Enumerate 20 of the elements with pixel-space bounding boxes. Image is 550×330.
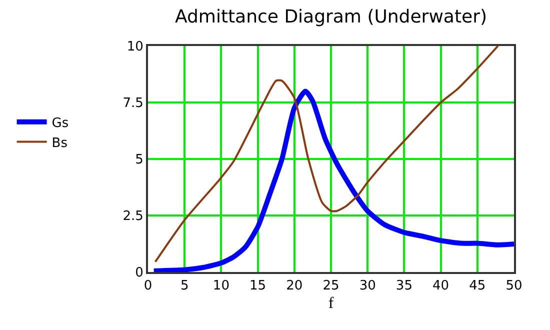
x-tick-label: 5 (180, 278, 189, 294)
y-tick-label: 2.5 (122, 209, 144, 224)
x-tick-label: 40 (432, 278, 450, 294)
y-tick-label: 7.5 (122, 96, 144, 112)
x-tick-label: 10 (212, 278, 230, 294)
legend-label: Bs (52, 136, 68, 151)
chart-title: Admittance Diagram (Underwater) (174, 6, 488, 28)
x-tick-label: 50 (506, 278, 522, 294)
line-series (154, 46, 499, 263)
x-tick-label: 35 (396, 278, 412, 294)
x-tick-label: 25 (322, 278, 340, 294)
legend-label: Gs (52, 116, 69, 131)
y-tick-label: 10 (126, 40, 144, 55)
y-tick-label: 5 (135, 152, 144, 168)
x-tick-label: 30 (359, 278, 376, 294)
x-axis-title: f (328, 294, 334, 312)
x-tick-label: 20 (286, 278, 303, 294)
y-tick-label: 0 (135, 266, 144, 281)
x-tick-label: 45 (469, 278, 486, 294)
x-tick-label: 15 (250, 278, 266, 294)
